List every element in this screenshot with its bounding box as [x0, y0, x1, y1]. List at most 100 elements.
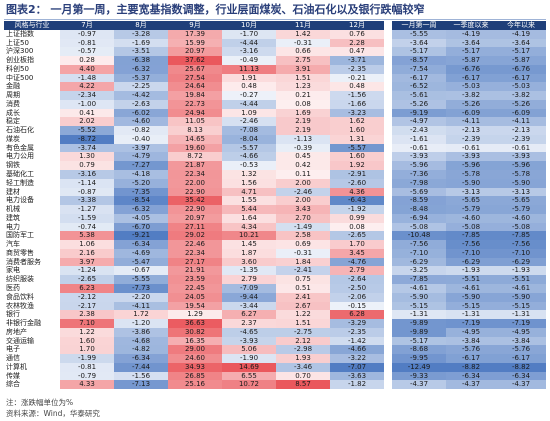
value-cell: -3.13: [446, 187, 496, 197]
value-cell: 25.67: [168, 64, 222, 74]
value-cell: -2.50: [330, 283, 384, 293]
value-cell: 2.79: [330, 266, 384, 276]
header-cell: 一季度以来: [446, 21, 496, 30]
value-cell: -3.82: [496, 91, 546, 100]
value-cell: -1.59: [60, 213, 114, 223]
table-row: 建材 -0.87 -7.35 22.90 4.71 -2.46 4.36 -5.69 -3.13…: [4, 187, 546, 197]
value-cell: -0.67: [114, 266, 168, 276]
value-cell: -6.94: [392, 213, 446, 223]
column-gap: [384, 161, 392, 171]
value-cell: -0.81: [60, 362, 114, 372]
header-cell: 一月第一周: [392, 21, 446, 30]
value-cell: -1.70: [222, 29, 276, 39]
value-cell: 4.40: [60, 64, 114, 74]
value-cell: 1.60: [330, 126, 384, 135]
header-cell: 今年以来: [496, 21, 546, 30]
value-cell: 37.62: [168, 56, 222, 65]
value-cell: -7.08: [222, 126, 276, 135]
value-cell: -5.96: [496, 161, 546, 171]
value-cell: -3.97: [114, 143, 168, 153]
table-row: 金融 4.22 -2.25 24.64 0.48 1.23 0.48 -6.52 -5.03 -5…: [4, 82, 546, 92]
value-cell: -5.47: [114, 257, 168, 267]
value-cell: 22.34: [168, 248, 222, 258]
header-cell: 12月: [330, 21, 384, 30]
value-cell: -6.34: [114, 240, 168, 249]
value-cell: 22.90: [168, 187, 222, 197]
value-cell: -4.60: [114, 117, 168, 127]
value-cell: 22.34: [168, 170, 222, 179]
value-cell: 4.34: [222, 222, 276, 232]
value-cell: 1.64: [222, 213, 276, 223]
value-cell: -2.64: [330, 275, 384, 284]
column-gap: [384, 248, 392, 258]
table-row: 成长 0.41 -6.02 24.94 1.09 1.69 -3.23 -9.19 -6.09-…: [4, 108, 546, 118]
table-row: 商贸零售 2.16 -4.69 22.34 1.87 -0.31 3.45 -7.10 -7.1…: [4, 248, 546, 258]
value-cell: -2.20: [114, 292, 168, 302]
column-gap: [384, 73, 392, 83]
column-gap: [384, 178, 392, 188]
row-label: 家电: [4, 266, 60, 276]
value-cell: -7.56: [392, 240, 446, 249]
value-cell: -6.38: [114, 56, 168, 65]
value-cell: -7.44: [114, 362, 168, 372]
value-cell: -2.65: [60, 275, 114, 284]
value-cell: -2.39: [496, 134, 546, 144]
table-row: 消费 -1.00 -2.63 22.73 -4.44 0.08 -1.66 -5.26 -5.2…: [4, 99, 546, 109]
value-cell: -7.10: [496, 248, 546, 258]
value-cell: 2.19: [276, 126, 330, 135]
value-cell: -5.08: [446, 222, 496, 232]
value-cell: -5.08: [392, 222, 446, 232]
value-cell: -3.22: [330, 354, 384, 363]
value-cell: 4.36: [330, 187, 384, 197]
value-cell: -1.66: [330, 99, 384, 109]
value-cell: 36.63: [168, 319, 222, 328]
value-cell: -4.79: [114, 152, 168, 162]
value-cell: 34.93: [168, 362, 222, 372]
row-label: 建材: [4, 187, 60, 197]
column-gap: [384, 152, 392, 162]
value-cell: 3.91: [276, 64, 330, 74]
table-row: 家电 -1.24 -0.67 21.91 -1.35 -2.41 2.79 -3.25 -1.9…: [4, 266, 546, 276]
value-cell: -2.91: [330, 170, 384, 179]
value-cell: 1.51: [276, 319, 330, 328]
value-cell: 35.42: [168, 196, 222, 206]
table-row: 稳定 2.02 -4.60 11.05 -2.46 2.19 1.62 -4.97 -4.11-…: [4, 117, 546, 127]
value-cell: -1.00: [60, 99, 114, 109]
value-cell: 10.72: [222, 380, 276, 390]
value-cell: -5.57: [330, 143, 384, 153]
value-cell: -5.90: [496, 292, 546, 302]
value-cell: -3.46: [276, 362, 330, 372]
value-cell: -2.35: [330, 327, 384, 337]
header-gap: [384, 21, 392, 30]
row-label: 纺织服装: [4, 275, 60, 284]
row-label: 上证50: [4, 38, 60, 48]
value-cell: -0.81: [60, 38, 114, 48]
value-cell: 27.17: [168, 257, 222, 267]
value-cell: -4.37: [446, 380, 496, 390]
value-cell: -5.15: [446, 301, 496, 311]
value-cell: 4.33: [60, 380, 114, 390]
column-gap: [384, 143, 392, 153]
value-cell: -12.49: [392, 362, 446, 372]
row-label: 创业板指: [4, 56, 60, 65]
value-cell: -8.82: [446, 362, 496, 372]
value-cell: -4.37: [496, 380, 546, 390]
value-cell: -3.38: [60, 196, 114, 206]
header-cell: 风格与行业: [4, 21, 60, 30]
value-cell: -7.73: [114, 283, 168, 293]
value-cell: 23.59: [168, 275, 222, 284]
value-cell: -3.93: [446, 152, 496, 162]
value-cell: -5.52: [60, 126, 114, 135]
value-cell: -1.13: [276, 134, 330, 144]
column-gap: [384, 275, 392, 284]
value-cell: 1.23: [276, 82, 330, 92]
value-cell: -5.87: [446, 56, 496, 65]
value-cell: -6.29: [446, 257, 496, 267]
value-cell: 25.16: [168, 380, 222, 390]
value-cell: -7.10: [446, 248, 496, 258]
value-cell: -6.17: [392, 73, 446, 83]
value-cell: 1.22: [276, 310, 330, 320]
value-cell: -7.56: [496, 240, 546, 249]
table-row: 上证指数 -0.97 -3.28 17.39 -1.70 1.42 0.76 -5.55 -4.…: [4, 29, 546, 39]
value-cell: -2.13: [496, 126, 546, 135]
